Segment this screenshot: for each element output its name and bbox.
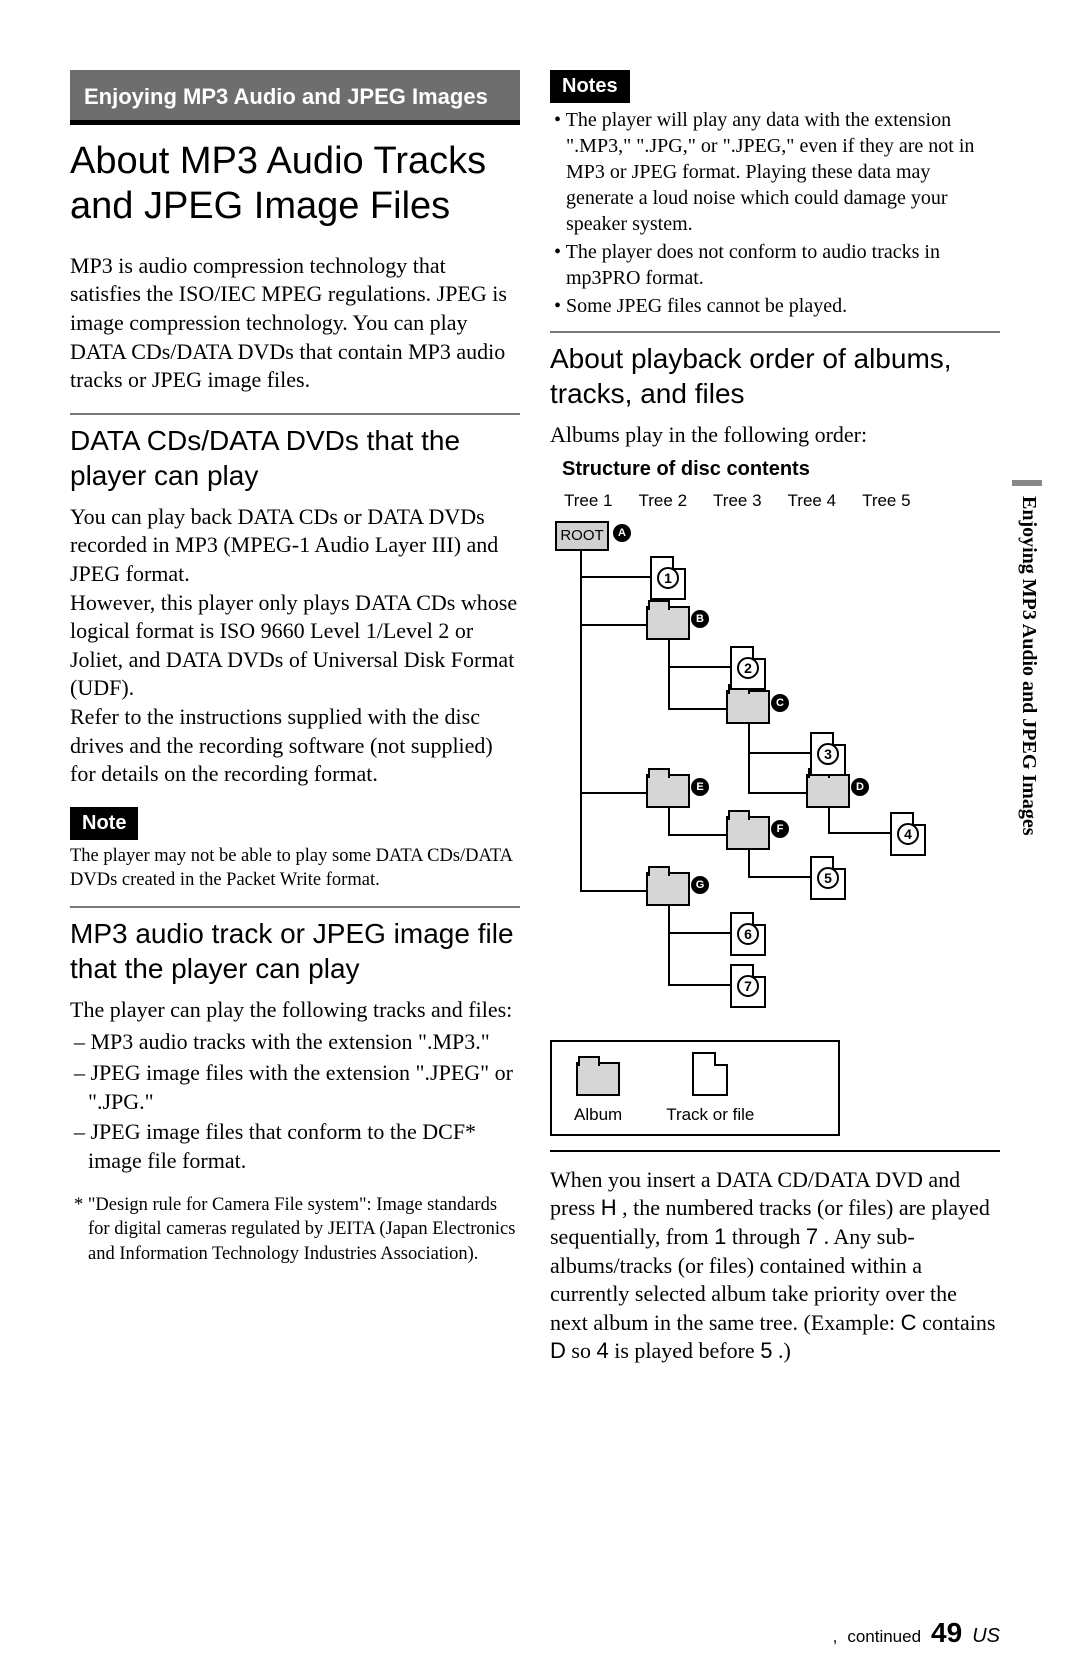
page-number: 49	[931, 1615, 962, 1651]
page-footer: , continued 49 US	[833, 1615, 1000, 1651]
folder-icon	[646, 774, 690, 808]
side-tab-label: Enjoying MP3 Audio and JPEG Images	[1012, 486, 1042, 836]
file-number-badge: 1	[657, 567, 679, 589]
tree-column-labels: Tree 1 Tree 2 Tree 3 Tree 4 Tree 5	[550, 490, 1000, 512]
divider	[70, 906, 520, 908]
intro-paragraph: MP3 is audio compression technology that…	[70, 252, 520, 395]
continued-arrow: ,	[833, 1626, 838, 1648]
folder-icon	[726, 816, 770, 850]
body-playable-intro: The player can play the following tracks…	[70, 996, 520, 1025]
root-node: ROOT	[555, 521, 609, 551]
list-item: The player will play any data with the e…	[550, 107, 1000, 237]
body-playback-explain: When you insert a DATA CD/DATA DVD and p…	[550, 1166, 1000, 1366]
heading-playable-files: MP3 audio track or JPEG image file that …	[70, 916, 520, 986]
file-number-badge: 7	[737, 975, 759, 997]
notes-label: Notes	[550, 70, 630, 103]
body-playback-intro: Albums play in the following order:	[550, 421, 1000, 450]
list-item: – JPEG image files that conform to the D…	[70, 1118, 520, 1175]
divider	[70, 413, 520, 415]
tree-label: Tree 3	[713, 490, 762, 512]
heading-data-cds: DATA CDs/DATA DVDs that the player can p…	[70, 423, 520, 493]
note-label: Note	[70, 807, 138, 840]
list-item: The player does not conform to audio tra…	[550, 239, 1000, 291]
note-text-1: The player may not be able to play some …	[70, 844, 520, 892]
legend-album-label: Album	[574, 1104, 622, 1126]
tree-label: Tree 5	[862, 490, 911, 512]
folder-icon	[646, 872, 690, 906]
tree-diagram: ROOT 1 2 3 4 5 6 7 A B C D E F G Album Track or file	[550, 518, 1000, 1152]
tree-label: Tree 4	[788, 490, 837, 512]
page-title: About MP3 Audio Tracks and JPEG Image Fi…	[70, 139, 520, 230]
page-region: US	[972, 1623, 1000, 1649]
file-number-badge: 6	[737, 923, 759, 945]
divider	[550, 331, 1000, 333]
body-data-cds: You can play back DATA CDs or DATA DVDs …	[70, 503, 520, 789]
side-tab: Enjoying MP3 Audio and JPEG Images	[1012, 480, 1042, 890]
list-item: – MP3 audio tracks with the extension ".…	[70, 1028, 520, 1057]
dash-list: – MP3 audio tracks with the extension ".…	[70, 1028, 520, 1175]
folder-icon	[576, 1062, 620, 1096]
folder-letter-badge: C	[771, 694, 789, 712]
list-item: Some JPEG files cannot be played.	[550, 293, 1000, 319]
file-number-badge: 4	[897, 823, 919, 845]
heading-playback-order: About playback order of albums, tracks, …	[550, 341, 1000, 411]
file-icon	[692, 1052, 728, 1096]
legend-file-label: Track or file	[666, 1104, 754, 1126]
asterisk-note: * "Design rule for Camera File system": …	[70, 1193, 520, 1265]
file-number-badge: 2	[737, 657, 759, 679]
notes-bullets: The player will play any data with the e…	[550, 107, 1000, 319]
folder-letter-badge: G	[691, 876, 709, 894]
file-number-badge: 5	[817, 867, 839, 889]
structure-title: Structure of disc contents	[562, 456, 1000, 482]
folder-letter-badge: E	[691, 778, 709, 796]
folder-letter-badge: A	[613, 524, 631, 542]
folder-letter-badge: F	[771, 820, 789, 838]
folder-icon	[726, 690, 770, 724]
diagram-legend: Album Track or file	[550, 1040, 840, 1136]
folder-letter-badge: B	[691, 610, 709, 628]
folder-icon	[646, 606, 690, 640]
section-header: Enjoying MP3 Audio and JPEG Images	[70, 70, 520, 125]
folder-letter-badge: D	[851, 778, 869, 796]
file-number-badge: 3	[817, 743, 839, 765]
tree-label: Tree 2	[639, 490, 688, 512]
folder-icon	[806, 774, 850, 808]
continued-label: continued	[847, 1626, 921, 1648]
list-item: – JPEG image files with the extension ".…	[70, 1059, 520, 1116]
tree-label: Tree 1	[564, 490, 613, 512]
